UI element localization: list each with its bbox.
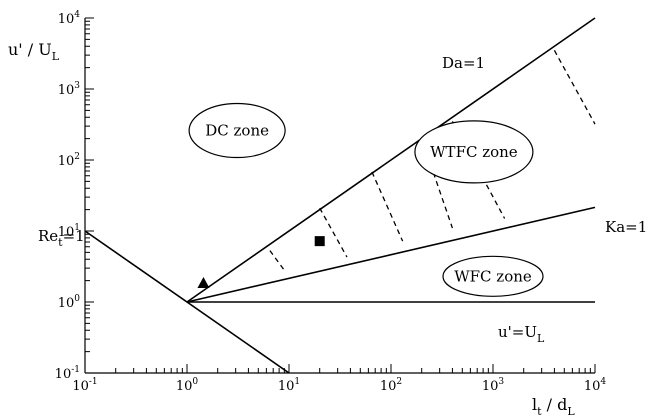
re-label: Ret=1 [38,227,85,249]
da-label: Da=1 [442,54,485,72]
y-tick-label: 100 [58,294,81,311]
zone-label: DC zone [205,122,269,140]
x-tick-label: 104 [584,377,607,394]
zone-label: WTFC zone [430,143,518,161]
x-tick-label: 10-1 [72,377,97,394]
da-line [186,17,596,303]
dashed-segment [421,138,454,229]
dashed-segment [553,50,596,125]
zone-ellipse [442,255,544,297]
y-tick-label: 101 [58,223,80,240]
x-tick-label: 101 [278,377,300,394]
y-tick-label: 10-1 [55,365,80,382]
zone-ellipse [188,102,286,159]
ka-label: Ka=1 [605,218,647,236]
ul-label: u'=UL [498,323,545,345]
ka-line [186,206,596,303]
square-marker [314,236,325,247]
x-axis-title: lt / dL [532,395,575,418]
dashed-segment [371,171,404,242]
y-tick-label: 104 [58,10,81,27]
triangle-marker [197,277,210,289]
zone-label: WFC zone [454,267,532,285]
y-axis-title: u' / UL [8,40,60,63]
dashed-segment [269,250,285,271]
x-tick-label: 103 [482,377,505,394]
x-tick-label: 102 [380,377,402,394]
y-tick-label: 102 [58,152,80,169]
dashed-segment [319,207,348,258]
x-tick-label: 100 [176,377,199,394]
y-tick-label: 103 [58,81,81,98]
zone-ellipse [414,120,534,184]
